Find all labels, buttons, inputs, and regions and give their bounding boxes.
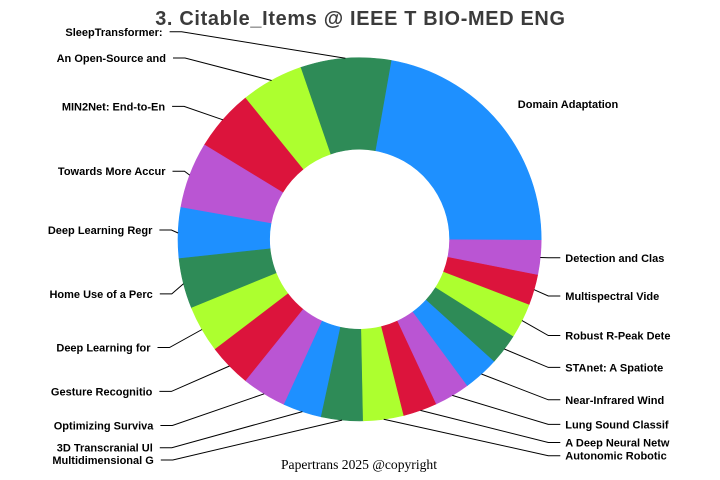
- svg-text:STAnet: A Spatiote: STAnet: A Spatiote: [565, 362, 663, 374]
- svg-text:Lung Sound Classif: Lung Sound Classif: [565, 419, 669, 431]
- svg-text:Autonomic Robotic: Autonomic Robotic: [565, 451, 666, 463]
- svg-text:Gesture Recognitio: Gesture Recognitio: [51, 386, 153, 398]
- svg-text:Papertrans 2025 @copyright: Papertrans 2025 @copyright: [281, 457, 437, 472]
- svg-text:MIN2Net: End-to-En: MIN2Net: End-to-En: [62, 101, 166, 113]
- svg-text:Robust R-Peak Dete: Robust R-Peak Dete: [565, 331, 670, 343]
- svg-text:Domain Adaptation: Domain Adaptation: [518, 99, 619, 111]
- svg-text:Deep Learning for: Deep Learning for: [56, 343, 151, 355]
- svg-text:An Open-Source and: An Open-Source and: [57, 53, 166, 65]
- svg-text:3D Transcranial Ul: 3D Transcranial Ul: [57, 443, 153, 455]
- svg-text:Deep Learning Regr: Deep Learning Regr: [48, 225, 153, 237]
- svg-text:Multispectral Vide: Multispectral Vide: [565, 291, 659, 303]
- svg-text:SleepTransformer:: SleepTransformer:: [65, 27, 162, 39]
- svg-text:A Deep Neural Netw: A Deep Neural Netw: [565, 438, 670, 450]
- svg-text:Optimizing Surviva: Optimizing Surviva: [54, 421, 155, 433]
- svg-text:3. Citable_Items @ IEEE T BIO-: 3. Citable_Items @ IEEE T BIO-MED ENG: [155, 8, 565, 30]
- svg-text:Detection and Clas: Detection and Clas: [565, 253, 664, 265]
- svg-text:Towards More Accur: Towards More Accur: [58, 166, 166, 178]
- svg-text:Near-Infrared Wind: Near-Infrared Wind: [565, 395, 664, 407]
- svg-text:Multidimensional G: Multidimensional G: [52, 455, 153, 467]
- svg-text:Home Use of a Perc: Home Use of a Perc: [49, 289, 152, 301]
